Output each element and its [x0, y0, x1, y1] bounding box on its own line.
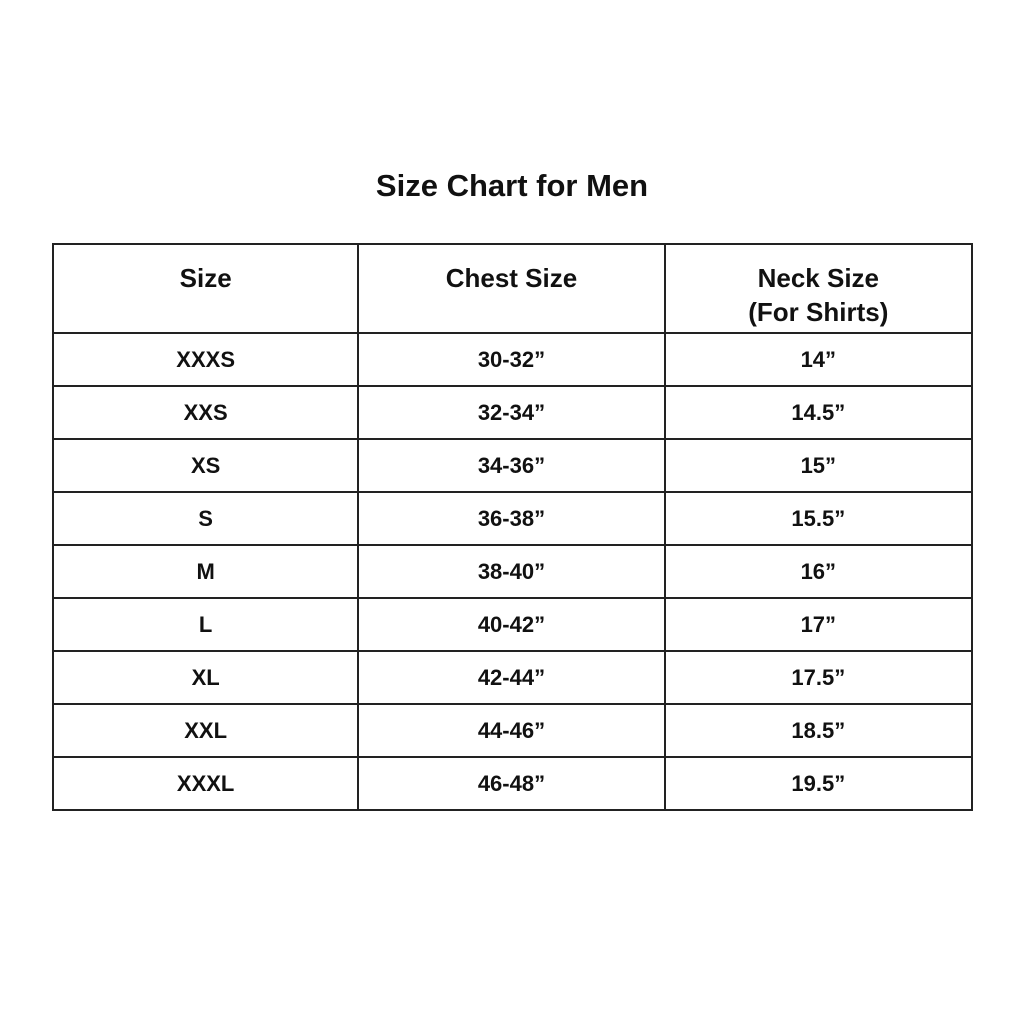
- neck-size-cell: 14.5”: [663, 385, 974, 440]
- table-row: XXXL 46-48” 19.5”: [51, 756, 974, 811]
- table-row: XS 34-36” 15”: [51, 438, 974, 493]
- chest-size-cell: 42-44”: [357, 650, 666, 705]
- size-cell: XXXS: [51, 332, 360, 387]
- table-row: S 36-38” 15.5”: [51, 491, 974, 546]
- table-row: XL 42-44” 17.5”: [51, 650, 974, 705]
- header-neck-size: Neck Size (For Shirts): [663, 243, 974, 334]
- neck-size-cell: 17”: [663, 597, 974, 652]
- chest-size-cell: 44-46”: [357, 703, 666, 758]
- neck-size-cell: 14”: [663, 332, 974, 387]
- table-row: M 38-40” 16”: [51, 544, 974, 599]
- chest-size-cell: 30-32”: [357, 332, 666, 387]
- page-title: Size Chart for Men: [375, 168, 649, 203]
- size-cell: XS: [51, 438, 360, 493]
- neck-size-cell: 17.5”: [663, 650, 974, 705]
- size-cell: XXS: [51, 385, 360, 440]
- table-row: XXL 44-46” 18.5”: [51, 703, 974, 758]
- neck-size-cell: 19.5”: [663, 756, 974, 811]
- chest-size-cell: 46-48”: [357, 756, 666, 811]
- neck-size-cell: 15.5”: [663, 491, 974, 546]
- size-cell: L: [51, 597, 360, 652]
- neck-size-cell: 18.5”: [663, 703, 974, 758]
- neck-size-cell: 16”: [663, 544, 974, 599]
- header-chest-size: Chest Size: [357, 243, 666, 334]
- table-row: XXS 32-34” 14.5”: [51, 385, 974, 440]
- table-row: XXXS 30-32” 14”: [51, 332, 974, 387]
- table-row: L 40-42” 17”: [51, 597, 974, 652]
- size-cell: S: [51, 491, 360, 546]
- size-chart-table: Size Chest Size Neck Size (For Shirts) XX…: [51, 243, 974, 811]
- size-cell: M: [51, 544, 360, 599]
- table-header-row: Size Chest Size Neck Size (For Shirts): [51, 243, 974, 334]
- neck-size-cell: 15”: [663, 438, 974, 493]
- chest-size-cell: 36-38”: [357, 491, 666, 546]
- header-neck-size-sub: (For Shirts): [748, 297, 889, 327]
- chest-size-cell: 38-40”: [357, 544, 666, 599]
- chest-size-cell: 32-34”: [357, 385, 666, 440]
- chest-size-cell: 34-36”: [357, 438, 666, 493]
- size-cell: XXL: [51, 703, 360, 758]
- header-size: Size: [51, 243, 360, 334]
- chest-size-cell: 40-42”: [357, 597, 666, 652]
- size-cell: XL: [51, 650, 360, 705]
- size-cell: XXXL: [51, 756, 360, 811]
- header-neck-size-label: Neck Size: [757, 263, 880, 293]
